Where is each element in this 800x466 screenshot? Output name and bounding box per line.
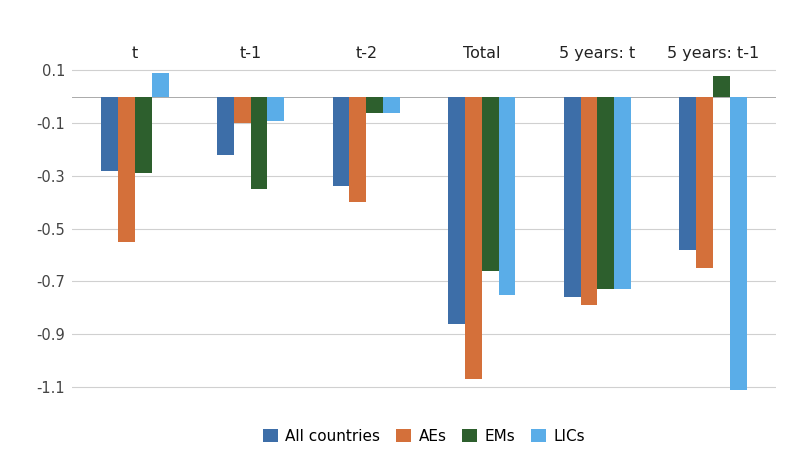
Bar xyxy=(234,97,250,123)
Bar xyxy=(135,97,152,173)
Bar xyxy=(482,97,498,271)
Bar xyxy=(465,97,482,379)
Bar xyxy=(118,97,135,242)
Bar xyxy=(713,75,730,97)
Text: 5 years: t: 5 years: t xyxy=(559,46,635,61)
Bar xyxy=(267,97,284,121)
Bar xyxy=(366,97,383,113)
Bar xyxy=(152,73,169,97)
Bar xyxy=(333,97,350,186)
Bar xyxy=(102,97,118,171)
Bar xyxy=(250,97,267,189)
Text: t: t xyxy=(132,46,138,61)
Bar xyxy=(383,97,400,113)
Bar xyxy=(564,97,581,297)
Bar xyxy=(679,97,696,250)
Bar xyxy=(730,97,746,390)
Text: 5 years: t-1: 5 years: t-1 xyxy=(667,46,759,61)
Bar xyxy=(598,97,614,289)
Legend: All countries, AEs, EMs, LICs: All countries, AEs, EMs, LICs xyxy=(257,423,591,450)
Text: t-2: t-2 xyxy=(355,46,378,61)
Bar xyxy=(448,97,465,324)
Bar xyxy=(217,97,234,155)
Text: Total: Total xyxy=(463,46,501,61)
Bar xyxy=(498,97,515,295)
Bar xyxy=(696,97,713,268)
Text: t-1: t-1 xyxy=(239,46,262,61)
Bar xyxy=(614,97,631,289)
Bar xyxy=(581,97,598,305)
Bar xyxy=(350,97,366,202)
